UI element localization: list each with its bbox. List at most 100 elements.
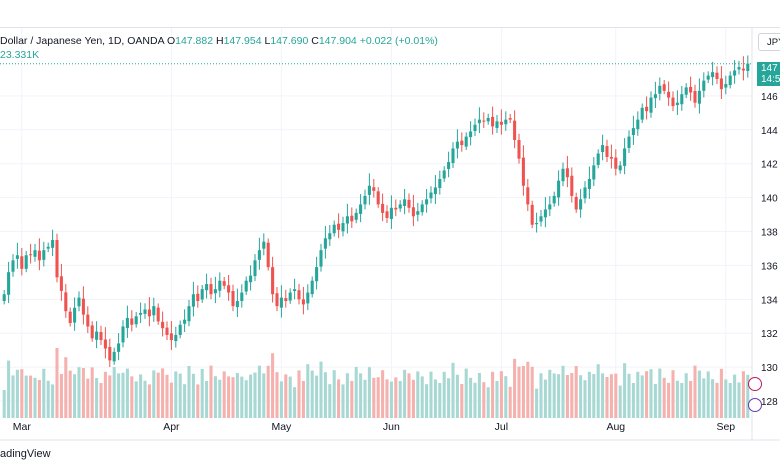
candle-body xyxy=(24,255,28,269)
volume-bar xyxy=(662,377,666,418)
candle-body xyxy=(323,238,327,249)
candle-body xyxy=(310,280,314,295)
candle-body xyxy=(675,102,679,106)
candle-body xyxy=(645,106,649,112)
x-tick-label: Apr xyxy=(163,421,180,433)
volume-bar xyxy=(187,366,191,418)
event-flag-icon[interactable] xyxy=(748,377,762,391)
candle-body xyxy=(416,211,420,215)
high-label: H xyxy=(216,35,224,47)
candle-body xyxy=(631,128,635,136)
candle-body xyxy=(477,119,481,124)
x-tick-label: May xyxy=(271,421,292,433)
candle-body xyxy=(653,94,657,99)
volume-bar xyxy=(108,375,112,418)
volume-bar xyxy=(288,376,292,418)
candle-body xyxy=(667,91,671,98)
candle-body xyxy=(367,185,371,195)
candle-body xyxy=(592,165,596,180)
volume-bar xyxy=(284,374,288,418)
last-price-tag: 147 14:5 xyxy=(757,62,780,86)
candle-body xyxy=(231,291,235,307)
candle-body xyxy=(741,68,745,71)
volume-bar xyxy=(90,367,94,418)
candle-body xyxy=(51,240,55,248)
candle-body xyxy=(134,316,138,325)
candle-body xyxy=(733,70,737,76)
candle-body xyxy=(746,63,750,71)
candle-body xyxy=(398,204,402,209)
economic-event-icon[interactable] xyxy=(748,398,762,412)
candle-body xyxy=(557,180,561,198)
volume-bar xyxy=(341,384,345,418)
candle-body xyxy=(262,241,266,249)
volume-bar xyxy=(266,365,270,418)
open-label: O xyxy=(166,35,176,47)
volume-bar xyxy=(645,371,649,418)
candle-body xyxy=(565,168,569,178)
currency-button[interactable]: JPY xyxy=(758,33,780,51)
candle-body xyxy=(301,299,305,305)
y-tick-label: 138 xyxy=(761,228,778,239)
candle-body xyxy=(455,141,459,149)
volume-bar xyxy=(623,363,627,418)
candle-body xyxy=(411,207,415,217)
volume-bar xyxy=(499,371,503,418)
candle-body xyxy=(143,309,147,314)
candle-body xyxy=(284,298,288,302)
candle-body xyxy=(213,289,217,294)
candle-body xyxy=(152,306,156,316)
volume-bar xyxy=(363,379,367,418)
volume-bar xyxy=(746,374,750,418)
candle-body xyxy=(737,67,741,70)
volume-bar xyxy=(117,373,121,418)
y-tick-label: 128 xyxy=(761,397,778,408)
candle-body xyxy=(469,131,473,138)
candle-body xyxy=(689,86,693,93)
candle-body xyxy=(508,118,512,120)
candle-body xyxy=(178,324,182,335)
volume-bar xyxy=(319,361,323,418)
volume-bar xyxy=(482,382,486,418)
volume-bar xyxy=(596,364,600,418)
candle-body xyxy=(482,120,486,122)
candle-body xyxy=(407,199,411,208)
volume-bar xyxy=(433,379,437,418)
volume-bar xyxy=(359,373,363,418)
candle-body xyxy=(702,80,706,91)
candle-body xyxy=(64,292,68,312)
volume-bar xyxy=(2,390,6,418)
volume-bar xyxy=(15,369,19,418)
volume-bar xyxy=(724,379,728,418)
candle-body xyxy=(570,175,574,196)
candle-body xyxy=(517,139,521,159)
candle-body xyxy=(579,199,583,210)
candle-body xyxy=(139,312,143,315)
x-tick-label: Aug xyxy=(606,421,625,433)
volume-bar xyxy=(385,379,389,418)
volume-bar xyxy=(693,365,697,418)
volume-bar xyxy=(640,375,644,418)
candle-body xyxy=(240,292,244,302)
volume-bar xyxy=(697,370,701,418)
candle-body xyxy=(37,250,41,261)
volume-bar xyxy=(521,366,525,418)
volume-bar xyxy=(222,371,226,418)
volume-bar xyxy=(702,378,706,418)
volume-bar xyxy=(565,375,569,418)
candle-body xyxy=(627,136,631,148)
candle-body xyxy=(218,280,222,291)
candle-body xyxy=(535,223,539,225)
candle-body xyxy=(728,75,732,86)
candle-body xyxy=(20,256,24,269)
volume-bar xyxy=(728,383,732,418)
volume-bar xyxy=(7,360,11,418)
candle-body xyxy=(95,331,99,340)
candle-body xyxy=(715,72,719,79)
volume-bar xyxy=(609,374,613,418)
candle-body xyxy=(420,204,424,213)
volume-bar xyxy=(51,384,55,418)
volume-bar xyxy=(143,380,147,418)
volume-bar xyxy=(486,387,490,418)
